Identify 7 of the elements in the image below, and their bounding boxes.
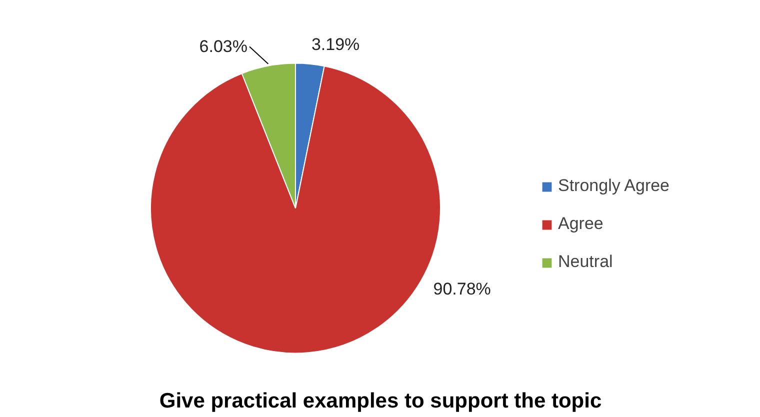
legend-label: Strongly Agree [558,176,670,196]
data-label: 90.78% [433,280,491,299]
legend-label: Neutral [558,252,613,272]
data-label: 6.03% [199,37,248,56]
data-label: 3.19% [311,34,360,54]
legend-label: Agree [558,214,604,234]
text: Give practical examples to support the topic [159,390,602,412]
